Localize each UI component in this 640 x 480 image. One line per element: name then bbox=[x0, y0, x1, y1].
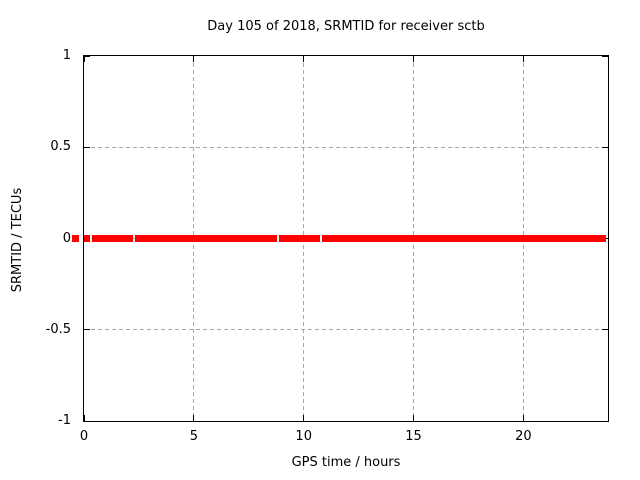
x-tick-label: 5 bbox=[189, 429, 198, 444]
chart-title: Day 105 of 2018, SRMTID for receiver sct… bbox=[207, 19, 485, 34]
x-tick-mark bbox=[413, 56, 415, 62]
x-tick-mark bbox=[83, 56, 85, 62]
series-segment bbox=[84, 234, 90, 242]
y-tick-mark bbox=[602, 146, 608, 148]
x-tick-mark bbox=[522, 415, 524, 421]
series-segment bbox=[71, 234, 79, 242]
x-tick-mark bbox=[522, 56, 524, 62]
y-tick-mark bbox=[84, 146, 90, 148]
series-segment bbox=[322, 234, 607, 242]
horizontal-gridline bbox=[84, 329, 608, 331]
x-tick-mark bbox=[83, 415, 85, 421]
y-tick-label: 1 bbox=[62, 48, 71, 63]
x-tick-label: 20 bbox=[515, 429, 532, 444]
x-tick-mark bbox=[303, 56, 305, 62]
x-tick-mark bbox=[303, 415, 305, 421]
x-tick-mark bbox=[193, 415, 195, 421]
x-tick-mark bbox=[193, 56, 195, 62]
y-tick-label: -1 bbox=[58, 413, 71, 428]
y-tick-label: 0.5 bbox=[50, 139, 71, 155]
y-tick-mark bbox=[84, 329, 90, 331]
plot-area bbox=[71, 55, 609, 422]
series-segment bbox=[279, 234, 321, 242]
y-tick-label: -0.5 bbox=[45, 321, 71, 337]
horizontal-gridline bbox=[84, 146, 608, 148]
x-tick-label: 0 bbox=[79, 429, 89, 444]
y-tick-mark bbox=[602, 329, 608, 331]
y-tick-mark bbox=[602, 420, 608, 422]
y-tick-mark bbox=[84, 55, 90, 57]
series-segment bbox=[91, 234, 133, 242]
x-axis-label: GPS time / hours bbox=[291, 455, 401, 470]
series-segment bbox=[135, 234, 278, 242]
y-tick-mark bbox=[84, 420, 90, 422]
x-tick-label: 15 bbox=[405, 429, 422, 444]
y-tick-mark bbox=[602, 55, 608, 57]
y-tick-label: 0 bbox=[62, 230, 71, 246]
x-tick-mark bbox=[413, 415, 415, 421]
x-tick-label: 10 bbox=[295, 429, 312, 444]
